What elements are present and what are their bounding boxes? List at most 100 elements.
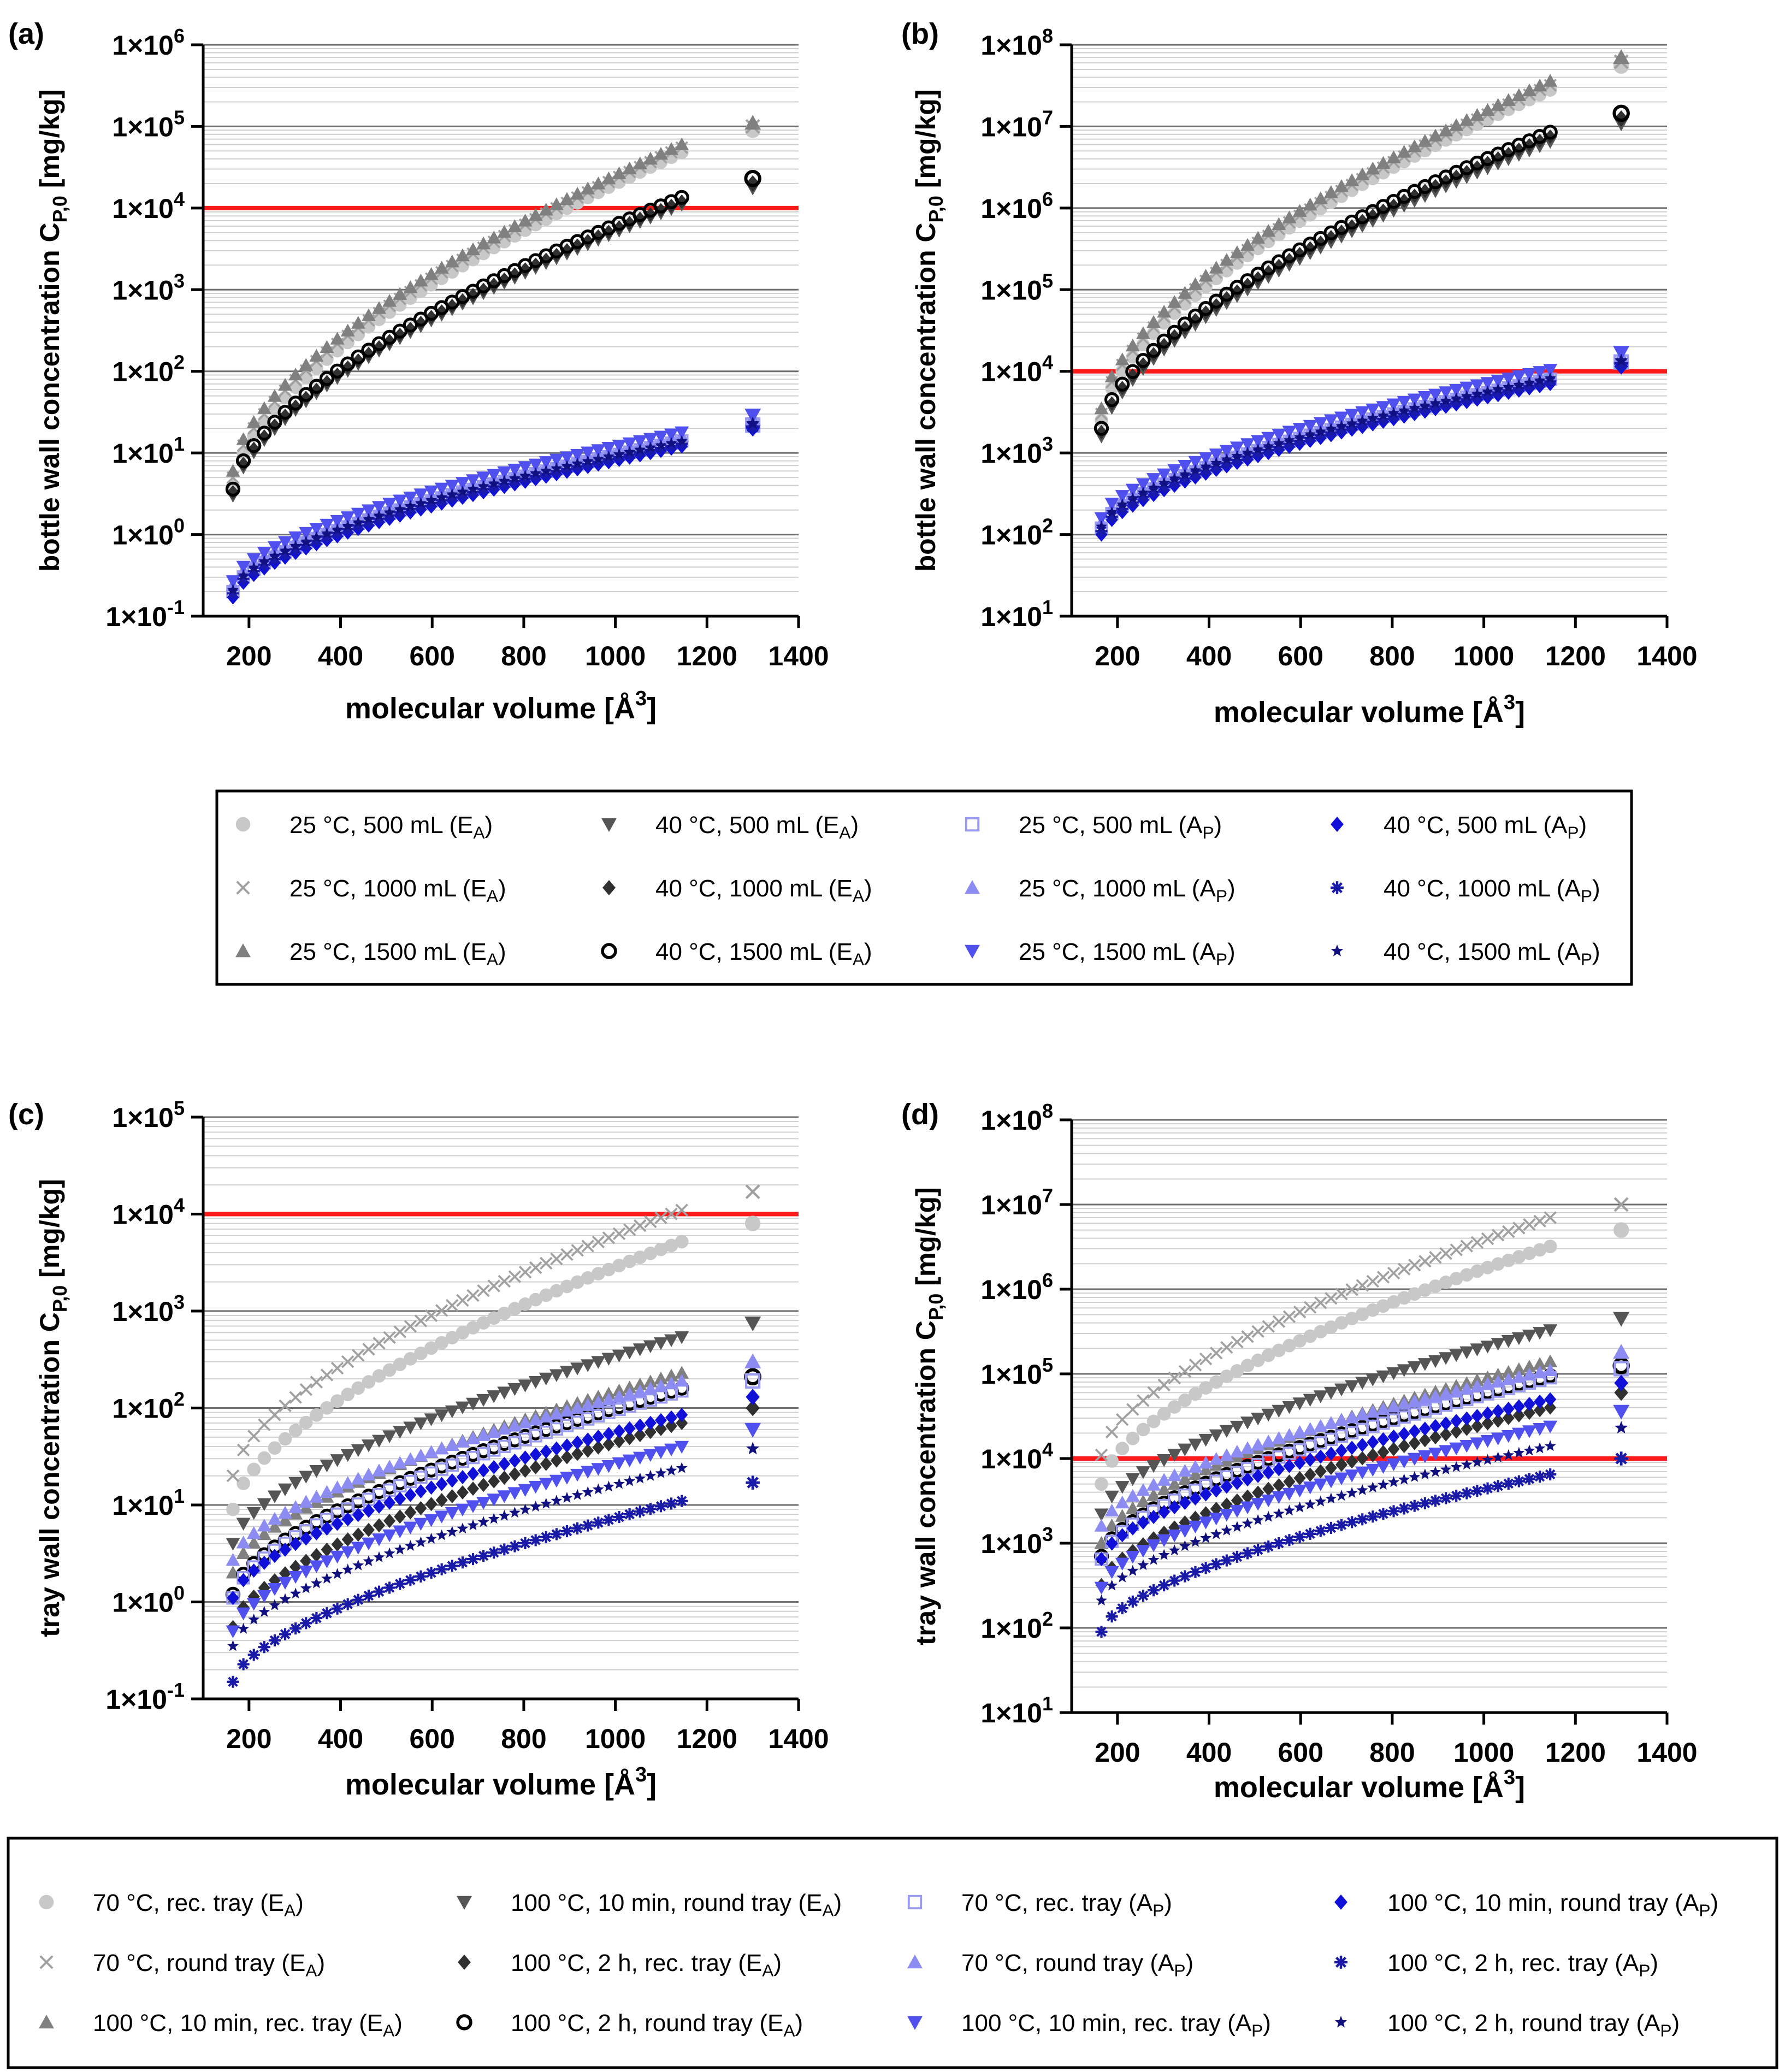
data-point (1492, 1451, 1504, 1463)
legend-marker (965, 880, 980, 894)
data-point (530, 1501, 542, 1512)
data-point (1408, 405, 1421, 418)
data-point (1179, 472, 1191, 485)
data-point (1417, 391, 1432, 404)
data-point (498, 1471, 511, 1485)
data-point (1126, 1431, 1140, 1445)
data-point (1450, 1489, 1463, 1502)
data-point (246, 1598, 261, 1611)
data-point (645, 1469, 657, 1481)
x-tick-label: 600 (410, 641, 455, 671)
data-point (581, 1271, 595, 1285)
data-point (403, 1421, 418, 1435)
data-point (1356, 1484, 1368, 1495)
data-point (238, 1622, 250, 1634)
data-point-isolated (746, 1389, 760, 1406)
data-point (351, 1542, 365, 1555)
data-point (1241, 1489, 1254, 1504)
data-point (361, 1537, 376, 1551)
data-point (1167, 1468, 1182, 1481)
data-point (654, 442, 667, 454)
data-point (560, 1450, 574, 1465)
data-point (1533, 78, 1547, 92)
data-point (1398, 404, 1410, 416)
legend-marker (1331, 944, 1344, 957)
data-point (363, 513, 375, 524)
y-tick-label: 1×108 (980, 25, 1053, 61)
data-point (267, 1583, 282, 1596)
data-point (582, 455, 594, 467)
y-tick-label: 1×103 (980, 1523, 1053, 1559)
data-point (613, 1424, 625, 1438)
data-point (425, 1480, 438, 1495)
data-point (655, 439, 667, 451)
data-point (570, 1275, 584, 1289)
data-point (300, 535, 312, 547)
data-point (288, 531, 303, 545)
data-point (246, 415, 261, 428)
data-point (582, 1443, 594, 1458)
data-point (1387, 1266, 1400, 1280)
data-point (1481, 1482, 1494, 1495)
data-point (1261, 1408, 1276, 1422)
data-point (1115, 1481, 1130, 1494)
legend-item: 25 °C, 1500 mL (EA) (235, 938, 506, 969)
data-point (612, 166, 626, 180)
data-point (257, 401, 271, 414)
data-point (1544, 1211, 1557, 1224)
data-point (476, 471, 491, 485)
data-point (1512, 1408, 1525, 1422)
data-point (415, 1570, 427, 1583)
data-point (1429, 1251, 1442, 1264)
data-point (1459, 113, 1474, 126)
data-point (1168, 1520, 1181, 1535)
data-point (1439, 133, 1453, 147)
series-8 (226, 1422, 761, 1638)
data-point (342, 520, 354, 531)
data-point (455, 477, 470, 490)
data-point (1407, 1394, 1422, 1407)
data-point (1429, 397, 1441, 408)
data-point (665, 1497, 678, 1510)
data-point (1492, 1413, 1504, 1428)
data-point (1533, 1214, 1546, 1227)
data-point (601, 1353, 616, 1366)
data-point (1523, 1397, 1536, 1412)
y-tick-label: 1×105 (112, 106, 185, 142)
legend-marker (1334, 1894, 1347, 1910)
y-tick-label: 1×105 (112, 1097, 185, 1133)
data-point (425, 1497, 438, 1512)
data-point (372, 1435, 387, 1448)
data-point (415, 316, 427, 330)
data-point (1094, 1581, 1109, 1595)
data-point (1335, 1519, 1348, 1531)
data-point (1303, 1481, 1317, 1495)
data-point (676, 1462, 688, 1473)
data-point (1148, 486, 1160, 498)
data-point (310, 1548, 323, 1562)
data-point-isolated (1613, 1344, 1630, 1359)
y-tick-label: 1×10-1 (105, 1679, 185, 1715)
data-point (529, 1460, 542, 1474)
data-point (352, 1593, 364, 1606)
data-point (477, 480, 489, 491)
data-point (1492, 1404, 1504, 1419)
y-tick-label: 1×102 (980, 1608, 1053, 1644)
data-point (466, 1466, 480, 1481)
data-point (540, 252, 552, 267)
data-point (539, 203, 553, 216)
data-point-isolated (1613, 1222, 1629, 1238)
data-point (1511, 1427, 1526, 1441)
data-point (653, 1337, 668, 1350)
data-point (643, 1382, 658, 1395)
data-point (1407, 1453, 1422, 1466)
data-point (1324, 195, 1338, 209)
data-point (1136, 1422, 1150, 1437)
data-point (1209, 1512, 1224, 1526)
data-point (1428, 138, 1443, 152)
data-point (1502, 146, 1515, 161)
data-point (509, 1507, 521, 1518)
data-point (1480, 1341, 1495, 1354)
data-point (309, 523, 324, 536)
data-point (1158, 338, 1171, 352)
